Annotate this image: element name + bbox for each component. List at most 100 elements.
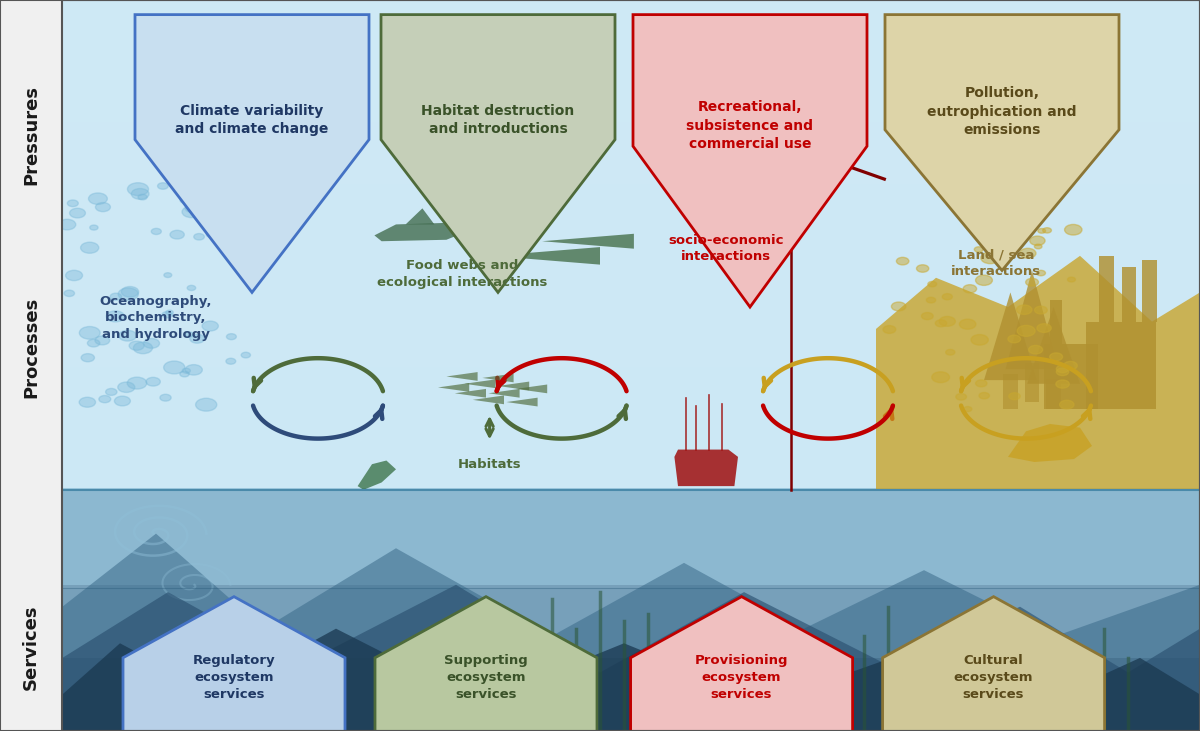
Circle shape: [180, 198, 188, 203]
Polygon shape: [884, 15, 1120, 270]
Circle shape: [1034, 244, 1042, 249]
Circle shape: [187, 285, 196, 290]
Circle shape: [1038, 229, 1045, 233]
Circle shape: [1030, 236, 1045, 246]
FancyBboxPatch shape: [1086, 322, 1156, 409]
Polygon shape: [876, 256, 1200, 490]
Text: Habitats: Habitats: [457, 458, 522, 471]
Circle shape: [70, 208, 85, 218]
Circle shape: [940, 317, 955, 326]
Circle shape: [89, 193, 107, 205]
Circle shape: [114, 396, 131, 406]
Circle shape: [896, 257, 908, 265]
Text: Supporting
ecosystem
services: Supporting ecosystem services: [444, 654, 528, 701]
Polygon shape: [62, 629, 1200, 731]
Circle shape: [121, 287, 139, 297]
Text: Processes: Processes: [22, 297, 41, 398]
Circle shape: [971, 335, 989, 345]
Polygon shape: [134, 15, 370, 292]
Circle shape: [1063, 361, 1078, 370]
Circle shape: [931, 372, 949, 382]
Polygon shape: [446, 372, 478, 381]
Circle shape: [95, 336, 109, 345]
Circle shape: [1026, 279, 1038, 286]
Circle shape: [160, 394, 172, 401]
Polygon shape: [382, 15, 616, 292]
Polygon shape: [62, 534, 1200, 731]
Text: Pollution,
eutrophication and
emissions: Pollution, eutrophication and emissions: [928, 86, 1076, 137]
Circle shape: [190, 334, 204, 343]
Circle shape: [127, 183, 149, 196]
Circle shape: [119, 330, 137, 341]
Text: Cultural
ecosystem
services: Cultural ecosystem services: [954, 654, 1033, 701]
Circle shape: [185, 332, 193, 337]
Circle shape: [1056, 368, 1069, 376]
Circle shape: [157, 183, 168, 189]
Circle shape: [162, 311, 173, 318]
FancyBboxPatch shape: [1025, 363, 1039, 402]
Circle shape: [170, 230, 185, 239]
Circle shape: [979, 393, 990, 399]
Circle shape: [1050, 353, 1062, 360]
Circle shape: [1064, 224, 1082, 235]
Polygon shape: [374, 596, 598, 731]
Circle shape: [118, 382, 134, 393]
Circle shape: [96, 202, 110, 212]
Circle shape: [1060, 401, 1074, 409]
Circle shape: [960, 319, 976, 329]
Circle shape: [976, 380, 986, 387]
Circle shape: [138, 194, 148, 200]
Circle shape: [956, 393, 966, 400]
Circle shape: [90, 225, 98, 230]
Circle shape: [245, 185, 263, 197]
Polygon shape: [438, 383, 469, 392]
Circle shape: [1009, 393, 1020, 400]
FancyBboxPatch shape: [62, 490, 1200, 585]
Text: Oceanography,
biochemistry,
and hydrology: Oceanography, biochemistry, and hydrolog…: [100, 295, 212, 341]
Circle shape: [926, 298, 936, 303]
Circle shape: [917, 265, 929, 272]
Circle shape: [79, 397, 96, 407]
Circle shape: [226, 358, 235, 364]
FancyBboxPatch shape: [62, 0, 1200, 61]
Circle shape: [107, 311, 125, 322]
Circle shape: [88, 339, 100, 347]
Circle shape: [1018, 325, 1036, 336]
Circle shape: [180, 371, 190, 377]
Circle shape: [202, 321, 218, 331]
Circle shape: [241, 352, 251, 358]
Circle shape: [206, 232, 215, 237]
Circle shape: [220, 202, 232, 210]
Circle shape: [185, 365, 203, 375]
Circle shape: [82, 354, 95, 362]
Circle shape: [146, 377, 161, 386]
Circle shape: [130, 341, 144, 350]
Circle shape: [1034, 306, 1048, 314]
Circle shape: [79, 327, 100, 339]
Circle shape: [1068, 277, 1075, 282]
Polygon shape: [984, 292, 1037, 380]
Circle shape: [182, 368, 191, 374]
Circle shape: [928, 281, 937, 287]
Polygon shape: [634, 15, 866, 307]
FancyBboxPatch shape: [0, 0, 62, 731]
Circle shape: [892, 302, 906, 311]
Circle shape: [185, 204, 199, 213]
FancyBboxPatch shape: [1003, 374, 1018, 409]
Circle shape: [976, 275, 992, 285]
Circle shape: [67, 200, 78, 207]
Circle shape: [59, 219, 76, 230]
Circle shape: [1020, 219, 1033, 227]
Polygon shape: [631, 596, 852, 731]
Polygon shape: [542, 234, 634, 249]
Circle shape: [118, 288, 138, 300]
Circle shape: [946, 349, 955, 355]
FancyBboxPatch shape: [62, 658, 1200, 731]
Circle shape: [1037, 324, 1051, 333]
Circle shape: [980, 252, 1000, 264]
Polygon shape: [455, 389, 486, 398]
Circle shape: [182, 206, 200, 218]
Text: Pressures: Pressures: [22, 86, 41, 185]
Text: Recreational,
subsistence and
commercial use: Recreational, subsistence and commercial…: [686, 100, 814, 151]
Circle shape: [1016, 305, 1032, 314]
